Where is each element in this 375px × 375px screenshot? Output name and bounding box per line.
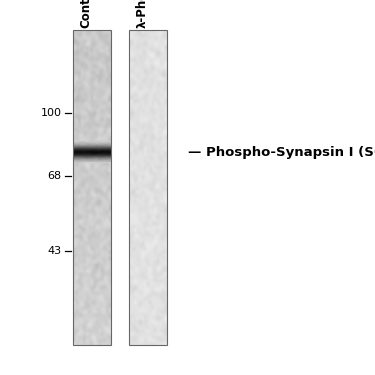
Text: λ-Phosphatase: λ-Phosphatase	[135, 0, 148, 28]
Text: — Phospho-Synapsin I (S603): — Phospho-Synapsin I (S603)	[188, 146, 375, 159]
Text: 100: 100	[41, 108, 62, 118]
Bar	[73, 30, 111, 345]
Bar	[129, 30, 167, 345]
Text: 43: 43	[48, 246, 62, 255]
Text: 68: 68	[48, 171, 62, 182]
Text: Control: Control	[79, 0, 92, 28]
